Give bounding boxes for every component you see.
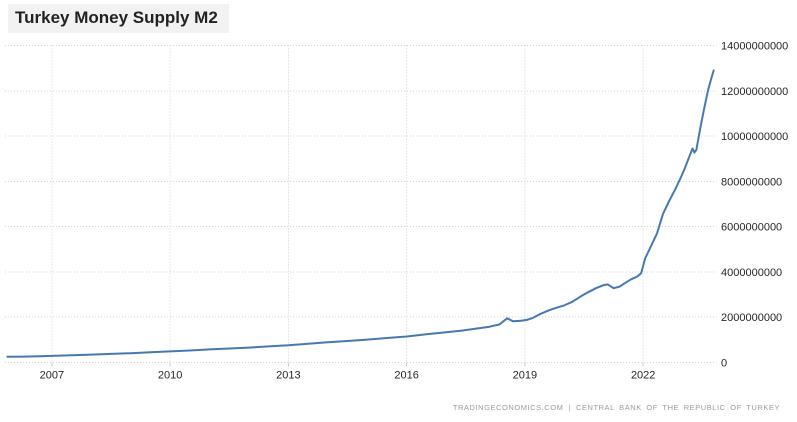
y-axis-tick-label: 12000000000 [721, 86, 788, 98]
x-axis-tick-label: 2013 [276, 370, 300, 382]
x-axis-tick-label: 2016 [394, 370, 418, 382]
x-axis-tick-label: 2022 [631, 370, 655, 382]
y-axis-tick-label: 6000000000 [721, 222, 782, 234]
m2-line-series[interactable] [6, 69, 715, 358]
source-tradingeconomics: TRADINGECONOMICS.COM [452, 403, 564, 412]
source-attribution: TRADINGECONOMICS.COM | CENTRAL BANK OF THE… [453, 403, 780, 412]
y-axis-tick-label: 14000000000 [721, 41, 788, 53]
x-axis-tick-label: 2019 [513, 370, 537, 382]
y-axis-tick-label: 8000000000 [721, 176, 782, 188]
chart-title: Turkey Money Supply M2 [8, 4, 229, 33]
source-central-bank: CENTRAL BANK OF THE REPUBLIC OF TURKEY [575, 403, 780, 412]
source-separator: | [568, 403, 571, 412]
x-axis-tick-label: 2010 [158, 370, 182, 382]
y-axis-tick-label: 2000000000 [721, 312, 782, 324]
y-axis-tick-label: 10000000000 [721, 131, 788, 143]
y-axis-tick-label: 4000000000 [721, 267, 782, 279]
y-axis-tick-label: 0 [721, 358, 727, 370]
x-axis-tick-label: 2007 [40, 370, 64, 382]
